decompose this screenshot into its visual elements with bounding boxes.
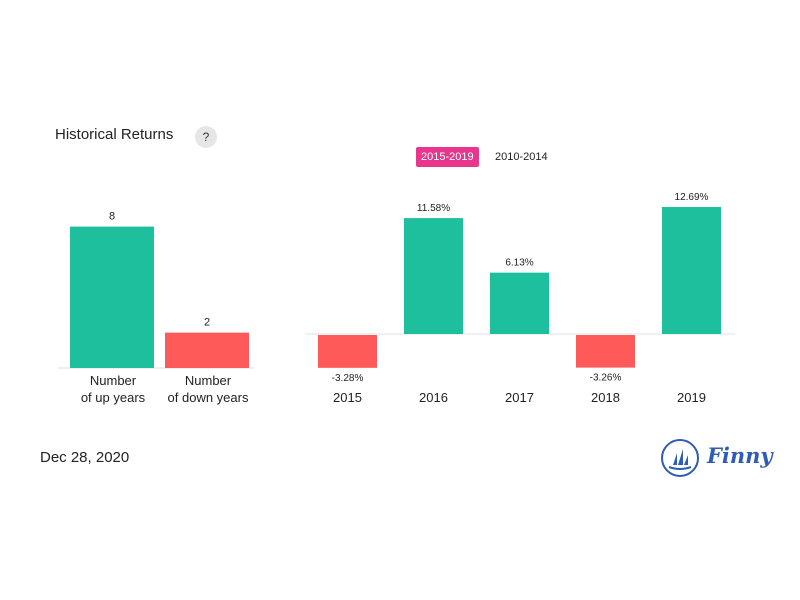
category-label-summary-0-line2: of up years (81, 390, 146, 405)
brand-name: Finny (707, 443, 773, 468)
bar-2019 (662, 207, 721, 334)
category-label-summary-1-line2: of down years (168, 390, 249, 405)
finny-logo[interactable]: Finny (660, 438, 773, 480)
data-label-2019: 12.69% (675, 192, 709, 203)
tick-label-2018: 2018 (591, 390, 620, 405)
tick-label-2017: 2017 (505, 390, 534, 405)
data-label-summary-0: 8 (109, 211, 115, 223)
bar-2018 (576, 335, 635, 368)
data-label-2017: 6.13% (505, 258, 533, 269)
tab-2015-2019[interactable]: 2015-2019 (416, 147, 479, 167)
sailboat-icon (661, 439, 699, 477)
tick-label-2019: 2019 (677, 390, 706, 405)
as-of-date: Dec 28, 2020 (40, 449, 130, 466)
bar-2015 (318, 335, 377, 368)
category-label-summary-0-line1: Number (90, 373, 137, 388)
bar-2016 (404, 218, 463, 334)
bar-summary-1 (165, 332, 249, 368)
tick-label-2016: 2016 (419, 390, 448, 405)
bar-2017 (490, 272, 549, 334)
data-label-2018: -3.26% (590, 373, 622, 384)
category-label-summary-1-line1: Number (185, 373, 232, 388)
page-title: Historical Returns (55, 126, 174, 143)
tab-2010-2014[interactable]: 2010-2014 (495, 151, 548, 163)
data-label-summary-1: 2 (204, 317, 210, 329)
bar-summary-0 (70, 226, 154, 368)
data-label-2016: 11.58% (417, 203, 450, 214)
help-icon[interactable]: ? (195, 126, 217, 148)
data-label-2015: -3.28% (332, 373, 364, 384)
tick-label-2015: 2015 (333, 390, 362, 405)
